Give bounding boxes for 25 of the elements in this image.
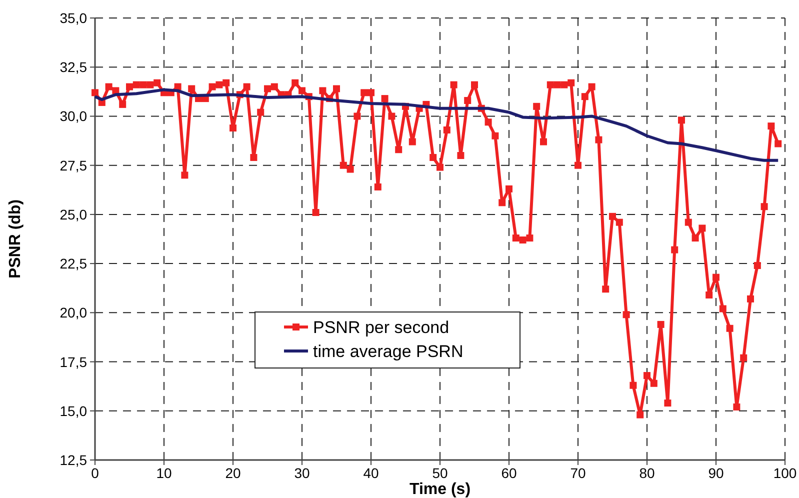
x-tick-label: 40 [363, 465, 379, 481]
x-axis-title: Time (s) [409, 481, 471, 498]
y-tick-label: 30,0 [60, 108, 88, 124]
y-tick-label: 20,0 [60, 304, 88, 321]
y-tick-label: 27,5 [60, 157, 88, 174]
x-tick-label: 30 [294, 465, 310, 481]
x-tick-label: 0 [91, 465, 100, 481]
y-axis-title: PSNR (db) [7, 199, 24, 279]
x-tick-label: 100 [773, 465, 797, 481]
x-tick-label: 10 [156, 465, 172, 481]
y-tick-label: 22,5 [60, 256, 88, 272]
x-tick-label: 50 [432, 465, 448, 481]
x-tick-label: 80 [639, 465, 655, 481]
legend-label: time average PSRN [313, 342, 464, 361]
y-tick-label: 35,0 [60, 10, 88, 26]
x-tick-label: 90 [708, 465, 724, 481]
y-tick-label: 15,0 [60, 402, 88, 419]
x-tick-label: 70 [570, 465, 586, 481]
y-tick-label: 17,5 [60, 354, 88, 370]
x-tick-label: 20 [225, 465, 241, 481]
x-tick-label: 60 [501, 465, 517, 481]
legend-label: PSNR per second [313, 318, 450, 337]
y-tick-label: 12,5 [60, 452, 88, 468]
y-tick-label: 32,5 [60, 59, 88, 76]
y-tick-label: 25,0 [60, 206, 88, 222]
